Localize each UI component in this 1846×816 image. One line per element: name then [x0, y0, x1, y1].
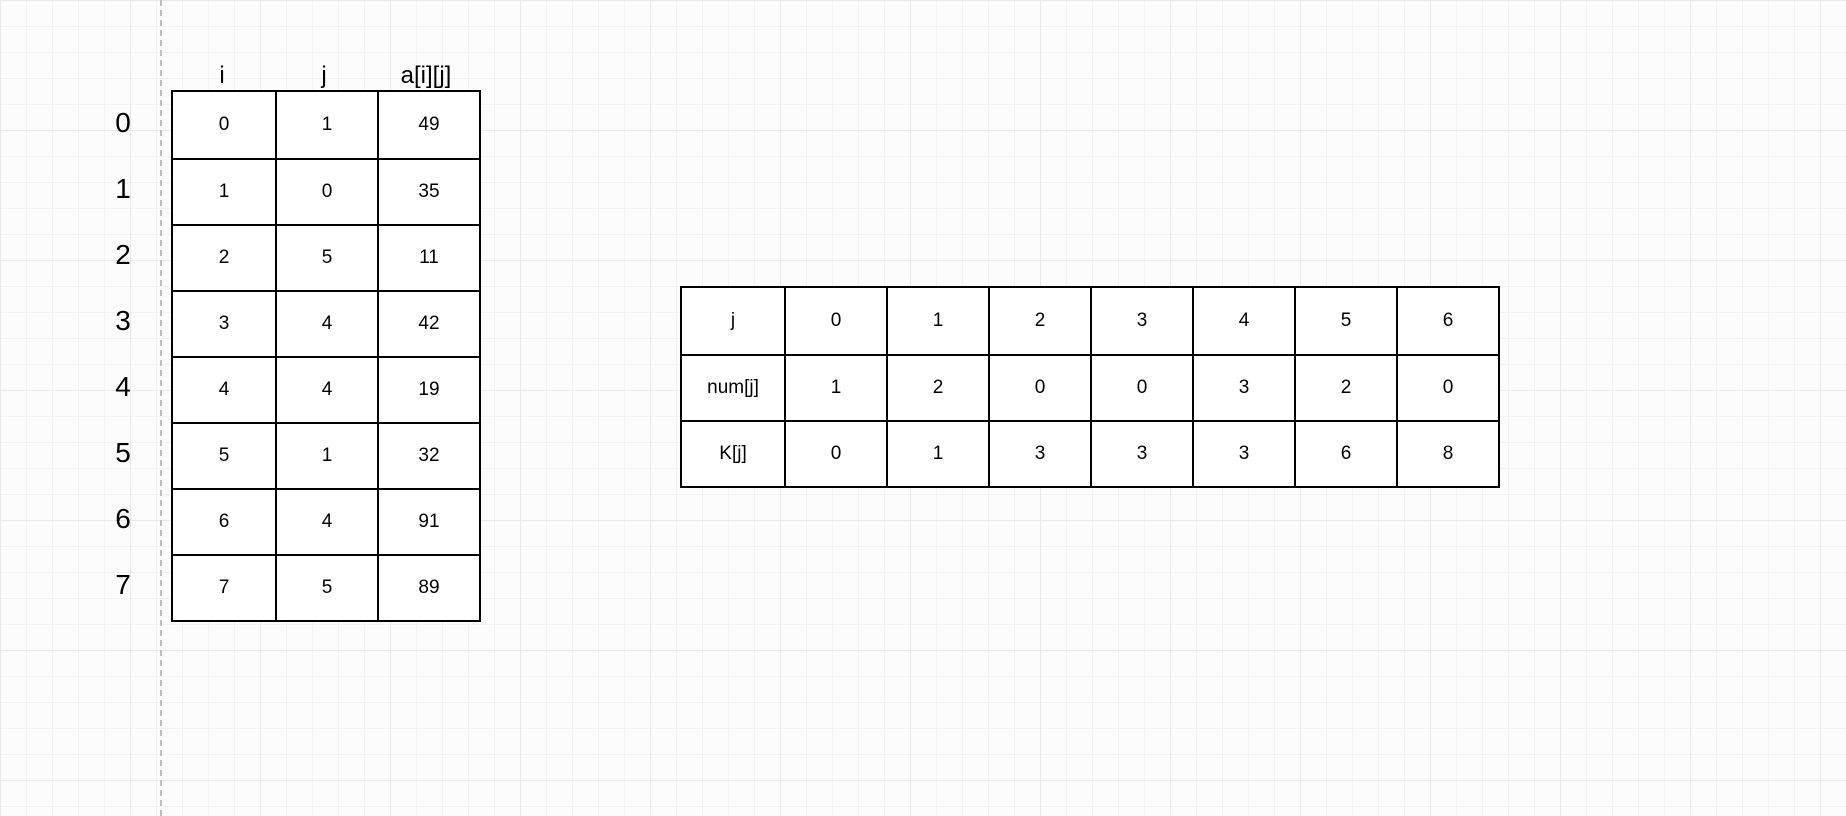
row-index: 1 [75, 156, 171, 222]
row-index: 3 [75, 288, 171, 354]
left-table-grid: 0 1 49 1 0 35 2 5 11 3 4 42 [171, 90, 481, 622]
cell: 6 [1294, 422, 1396, 486]
left-array-table: i j a[i][j] 0 1 2 3 4 5 6 7 0 1 49 [75, 48, 481, 622]
cell-aij: 49 [377, 92, 479, 158]
left-header-aij: a[i][j] [375, 62, 477, 90]
cell-aij: 35 [377, 160, 479, 224]
row-index: 0 [75, 90, 171, 156]
row-index: 4 [75, 354, 171, 420]
cell: 8 [1396, 422, 1498, 486]
cell: 4 [1192, 288, 1294, 354]
cell: 2 [1294, 356, 1396, 420]
cell-i: 7 [173, 556, 275, 620]
cell-aij: 19 [377, 358, 479, 422]
cell-i: 1 [173, 160, 275, 224]
left-table-headers: i j a[i][j] [171, 48, 481, 90]
table-row: 2 5 11 [173, 224, 479, 290]
cell-j: 0 [275, 160, 377, 224]
cell-j: 1 [275, 424, 377, 488]
row-label-num: num[j] [682, 356, 784, 420]
table-row: 4 4 19 [173, 356, 479, 422]
cell: 3 [1192, 422, 1294, 486]
cell: 0 [784, 422, 886, 486]
cell: 1 [784, 356, 886, 420]
row-label-j: j [682, 288, 784, 354]
cell-i: 0 [173, 92, 275, 158]
cell-j: 1 [275, 92, 377, 158]
table-row: 0 1 49 [173, 92, 479, 158]
row-index: 5 [75, 420, 171, 486]
cell-j: 4 [275, 358, 377, 422]
cell-j: 5 [275, 226, 377, 290]
cell-i: 3 [173, 292, 275, 356]
cell: 6 [1396, 288, 1498, 354]
right-table-grid: j 0 1 2 3 4 5 6 num[j] 1 2 0 0 3 2 0 K[j… [680, 286, 1500, 488]
cell-i: 2 [173, 226, 275, 290]
cell: 0 [988, 356, 1090, 420]
cell-aij: 32 [377, 424, 479, 488]
left-header-j: j [273, 62, 375, 90]
cell-aij: 42 [377, 292, 479, 356]
cell-j: 5 [275, 556, 377, 620]
cell-i: 6 [173, 490, 275, 554]
row-index: 6 [75, 486, 171, 552]
cell: 3 [1192, 356, 1294, 420]
cell: 2 [988, 288, 1090, 354]
cell-j: 4 [275, 490, 377, 554]
left-header-i: i [171, 62, 273, 90]
diagram-content: i j a[i][j] 0 1 2 3 4 5 6 7 0 1 49 [0, 0, 1846, 816]
row-index: 7 [75, 552, 171, 618]
table-row: 1 0 35 [173, 158, 479, 224]
table-row: 7 5 89 [173, 554, 479, 620]
cell-i: 5 [173, 424, 275, 488]
cell-aij: 89 [377, 556, 479, 620]
cell: 1 [886, 288, 988, 354]
row-label-k: K[j] [682, 422, 784, 486]
table-row: 3 4 42 [173, 290, 479, 356]
table-row: j 0 1 2 3 4 5 6 [682, 288, 1498, 354]
table-row: 6 4 91 [173, 488, 479, 554]
left-row-indices: 0 1 2 3 4 5 6 7 [75, 90, 171, 622]
table-row: K[j] 0 1 3 3 3 6 8 [682, 420, 1498, 486]
cell-i: 4 [173, 358, 275, 422]
cell: 1 [886, 422, 988, 486]
cell: 0 [1090, 356, 1192, 420]
cell: 2 [886, 356, 988, 420]
cell: 5 [1294, 288, 1396, 354]
cell: 3 [1090, 422, 1192, 486]
right-summary-table: j 0 1 2 3 4 5 6 num[j] 1 2 0 0 3 2 0 K[j… [680, 286, 1500, 488]
cell: 3 [1090, 288, 1192, 354]
table-row: num[j] 1 2 0 0 3 2 0 [682, 354, 1498, 420]
table-row: 5 1 32 [173, 422, 479, 488]
cell-aij: 91 [377, 490, 479, 554]
cell: 3 [988, 422, 1090, 486]
cell: 0 [784, 288, 886, 354]
cell: 0 [1396, 356, 1498, 420]
row-index: 2 [75, 222, 171, 288]
cell-aij: 11 [377, 226, 479, 290]
cell-j: 4 [275, 292, 377, 356]
